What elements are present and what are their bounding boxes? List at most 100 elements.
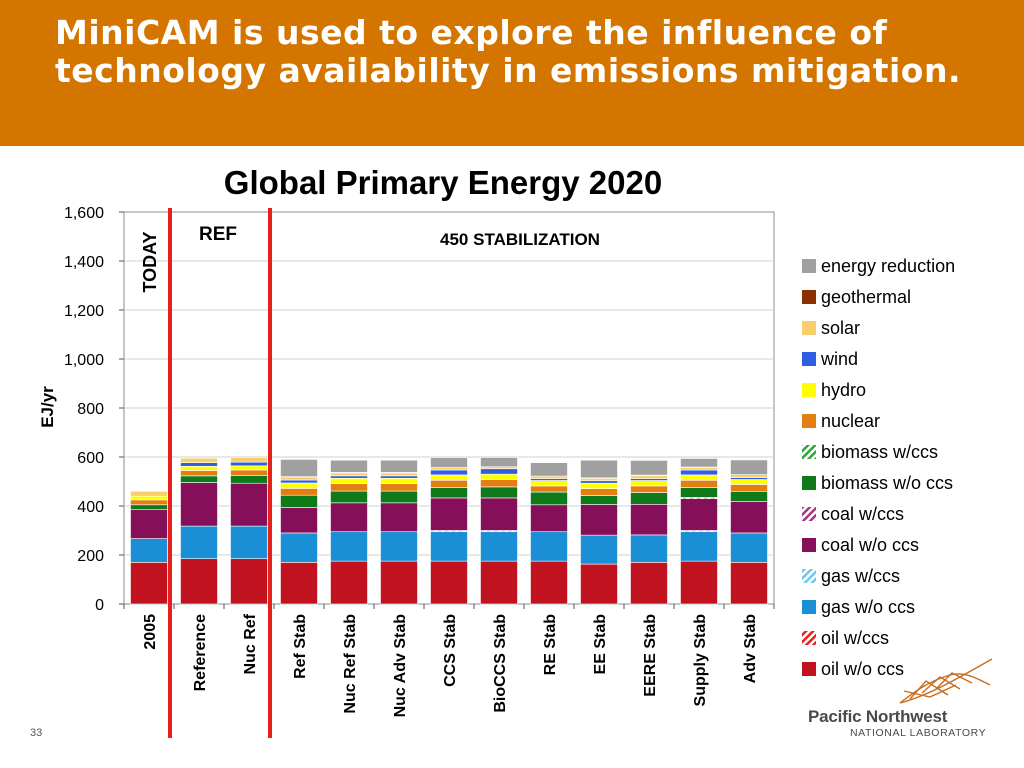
bar-segment-ccs-stab-wind — [430, 469, 468, 476]
bar-segment-2005-solar — [130, 490, 168, 497]
x-tick-label: 2005 — [142, 614, 159, 650]
bar-segment-nuc-adv-stab-solar — [380, 472, 418, 477]
bar-segment-adv-stab-solar — [730, 474, 768, 478]
y-tick-label: 1,000 — [64, 352, 104, 369]
legend-swatch-biomass-w-ccs — [802, 445, 816, 459]
bar-segment-supply-stab-gas-w-o-ccs — [680, 531, 718, 562]
logo-line1: Pacific Northwest — [808, 707, 948, 726]
bar-segment-bioccs-stab-biomass-w-o-ccs — [480, 486, 518, 499]
bar-segment-nuc-adv-stab-biomass-w-o-ccs — [380, 490, 418, 504]
bar-segment-reference-gas-w-o-ccs — [180, 525, 218, 559]
stacked-bar-chart: Global Primary Energy 2020 EJ/yr 0 200 400… — [38, 164, 955, 738]
legend-swatch-geothermal — [802, 290, 816, 304]
bar-segment-nuc-ref-stab-coal-w-o-ccs — [330, 502, 368, 533]
bar-segment-eere-stab-oil-w-o-ccs — [630, 562, 668, 605]
bar-segment-supply-stab-oil-w-o-ccs — [680, 560, 718, 605]
bar-segment-adv-stab-hydro — [730, 479, 768, 485]
y-axis-label: EJ/yr — [38, 386, 57, 428]
bar-segment-eere-stab-coal-w-o-ccs — [630, 503, 668, 536]
pnnl-logo-icon — [899, 658, 993, 704]
bar-segment-nuc-ref-gas-w-o-ccs — [230, 525, 268, 559]
legend-swatch-coal-w-o-ccs — [802, 538, 816, 552]
bar-segment-nuc-ref-stab-biomass-w-o-ccs — [330, 490, 368, 504]
logo-line2: NATIONAL LABORATORY — [850, 727, 987, 739]
bar-segment-adv-stab-biomass-w-o-ccs — [730, 490, 768, 502]
legend-label-coal-w-o-ccs: coal w/o ccs — [821, 535, 919, 555]
bar-segment-bioccs-stab-hydro — [480, 473, 518, 480]
bar-segment-reference-oil-w-o-ccs — [180, 558, 218, 605]
y-tick-label: 400 — [77, 499, 104, 516]
legend-swatch-coal-w-ccs — [802, 507, 816, 521]
bar-segment-bioccs-stab-energy-reduction — [480, 457, 518, 468]
bar-segment-ccs-stab-oil-w-o-ccs — [430, 560, 468, 605]
legend-swatch-solar — [802, 321, 816, 335]
legend-label-biomass-w-o-ccs: biomass w/o ccs — [821, 473, 953, 493]
stabilization-annotation: 450 STABILIZATION — [440, 230, 600, 249]
bar-segment-2005-biomass-w-o-ccs — [130, 504, 168, 510]
legend-label-solar: solar — [821, 318, 860, 338]
bar-segment-eere-stab-nuclear — [630, 485, 668, 493]
bar-segment-ee-stab-energy-reduction — [580, 459, 618, 479]
bar-segment-ee-stab-hydro — [580, 482, 618, 489]
bar-segment-re-stab-nuclear — [530, 485, 568, 493]
x-tick-label: CCS Stab — [442, 614, 459, 687]
bar-segment-bioccs-stab-gas-w-o-ccs — [480, 531, 518, 562]
bar-segment-re-stab-hydro — [530, 480, 568, 487]
y-tick-label: 200 — [77, 548, 104, 565]
y-tick-label: 0 — [95, 597, 104, 614]
bar-segment-nuc-ref-stab-wind — [330, 475, 368, 479]
bar-segment-2005-gas-w-o-ccs — [130, 538, 168, 563]
bar-segment-ee-stab-nuclear — [580, 488, 618, 496]
bar-segment-bioccs-stab-oil-w-o-ccs — [480, 560, 518, 605]
bar-segment-reference-nuclear — [180, 470, 218, 477]
bar-segment-eere-stab-biomass-w-o-ccs — [630, 492, 668, 505]
x-tick-label: Adv Stab — [742, 614, 759, 684]
x-tick-label: EERE Stab — [642, 614, 659, 697]
x-tick-label: BioCCS Stab — [492, 614, 509, 713]
bar-segment-reference-biomass-w-o-ccs — [180, 475, 218, 483]
bar-segment-adv-stab-nuclear — [730, 484, 768, 492]
legend-swatch-biomass-w-o-ccs — [802, 476, 816, 490]
bar-segment-2005-coal-w-o-ccs — [130, 509, 168, 539]
legend-label-nuclear: nuclear — [821, 411, 880, 431]
bar-segment-nuc-adv-stab-energy-reduction — [380, 459, 418, 473]
bar-segment-adv-stab-energy-reduction — [730, 459, 768, 475]
legend-label-geothermal: geothermal — [821, 287, 911, 307]
x-tick-label: Nuc Adv Stab — [392, 614, 409, 718]
bar-segment-supply-stab-solar — [680, 467, 718, 471]
bar-segment-2005-nuclear — [130, 499, 168, 506]
bar-segment-reference-coal-w-o-ccs — [180, 482, 218, 527]
bar-segment-nuc-adv-stab-coal-w-o-ccs — [380, 502, 418, 533]
bar-segment-2005-hydro — [130, 495, 168, 501]
bar-segment-nuc-adv-stab-hydro — [380, 478, 418, 485]
x-tick-label: Nuc Ref Stab — [342, 614, 359, 714]
legend-swatch-oil-w-ccs — [802, 631, 816, 645]
bar-segment-nuc-adv-stab-nuclear — [380, 483, 418, 492]
bar-segment-ee-stab-oil-w-o-ccs — [580, 563, 618, 605]
y-tick-label: 1,400 — [64, 254, 104, 271]
title-banner — [0, 0, 1024, 146]
bar-segment-supply-stab-nuclear — [680, 479, 718, 488]
legend-label-coal-w-ccs: coal w/ccs — [821, 504, 904, 524]
bar-segment-eere-stab-solar — [630, 475, 668, 479]
bar-segment-re-stab-coal-w-o-ccs — [530, 504, 568, 533]
bar-segment-nuc-ref-nuclear — [230, 469, 268, 476]
bar-segment-supply-stab-coal-w-o-ccs — [680, 498, 718, 531]
bar-segment-nuc-ref-solar — [230, 457, 268, 463]
bar-segment-nuc-ref-stab-gas-w-o-ccs — [330, 531, 368, 562]
bar-segment-nuc-ref-stab-solar — [330, 472, 368, 477]
legend-label-gas-w-ccs: gas w/ccs — [821, 566, 900, 586]
bar-segment-supply-stab-biomass-w-o-ccs — [680, 487, 718, 498]
legend-swatch-hydro — [802, 383, 816, 397]
bar-segment-nuc-ref-wind — [230, 461, 268, 467]
chart-title: Global Primary Energy 2020 — [224, 164, 662, 201]
bar-segment-ref-stab-oil-w-o-ccs — [280, 562, 318, 605]
bar-segment-supply-stab-wind — [680, 469, 718, 476]
bar-segment-ccs-stab-coal-w-o-ccs — [430, 497, 468, 531]
bar-segment-bioccs-stab-wind — [480, 468, 518, 475]
bar-segment-2005-oil-w-o-ccs — [130, 562, 168, 605]
legend-swatch-oil-w-o-ccs — [802, 662, 816, 676]
legend-swatch-wind — [802, 352, 816, 366]
bar-segment-ee-stab-biomass-w-o-ccs — [580, 495, 618, 505]
bar-segment-ccs-stab-hydro — [430, 474, 468, 481]
